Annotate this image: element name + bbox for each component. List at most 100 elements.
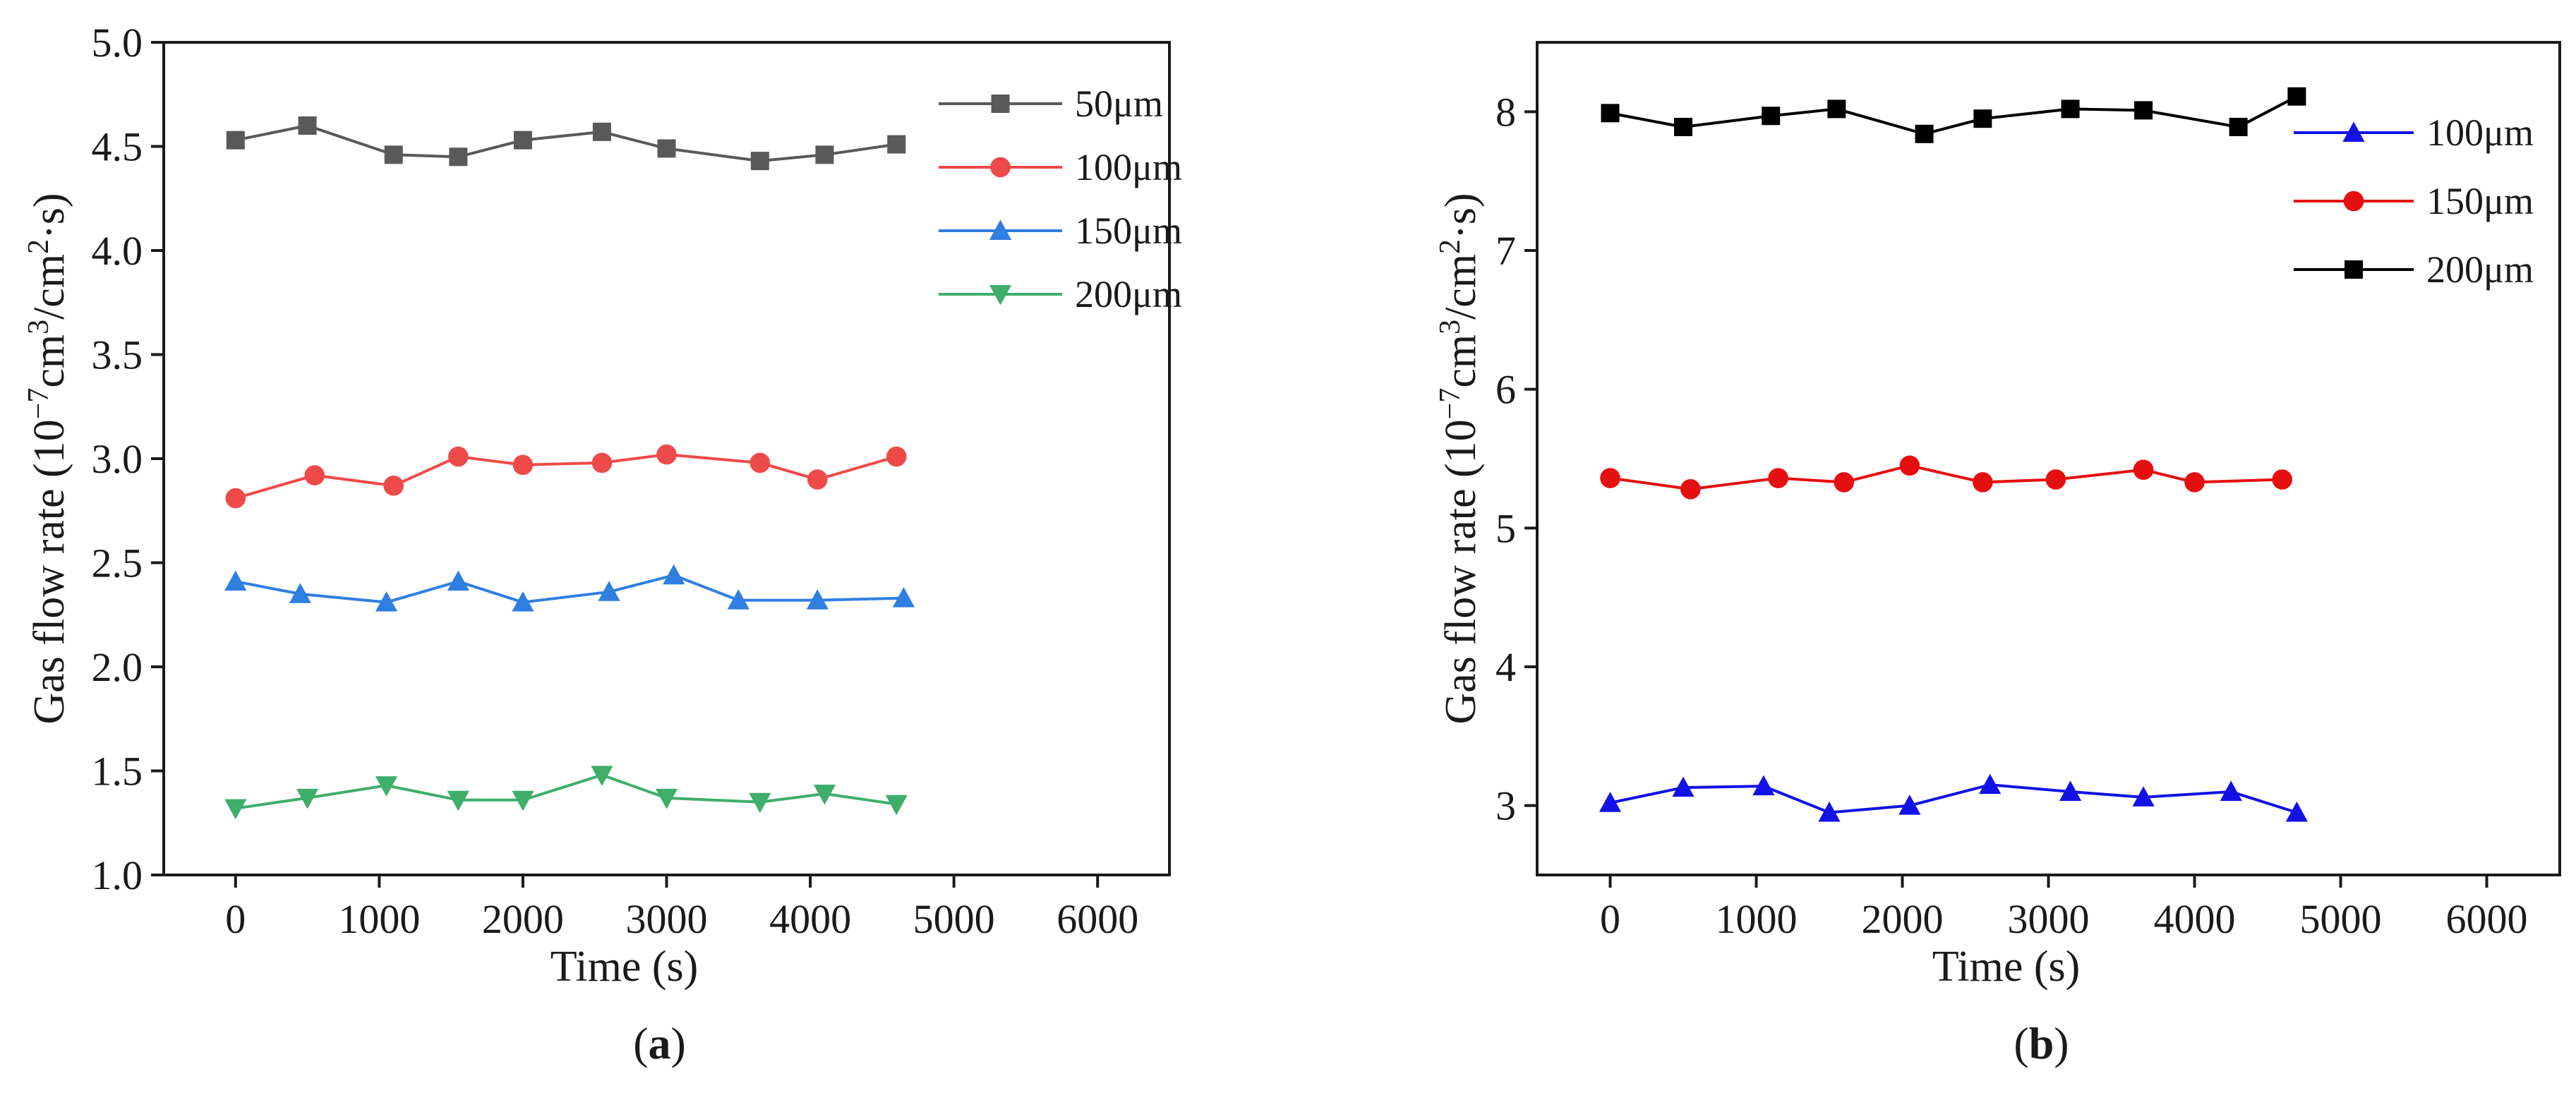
data-point: [512, 454, 534, 476]
data-point: [449, 147, 468, 167]
data-point: [1674, 117, 1692, 136]
legend-marker: [2342, 121, 2365, 142]
data-point: [1915, 124, 1934, 143]
data-point: [1600, 468, 1620, 488]
data-point: [2045, 469, 2066, 490]
data-point: [1898, 795, 1921, 815]
x-tick-label: 3000: [2008, 896, 2090, 942]
y-tick-label: 5.0: [92, 20, 143, 66]
data-point: [1834, 472, 1854, 493]
x-tick-label: 4000: [2154, 896, 2236, 942]
data-point: [2134, 101, 2153, 120]
panel-label: (a): [633, 1018, 686, 1068]
data-point: [2061, 99, 2080, 119]
chart-panel-a: 0 1000 2000 3000 4000 5000 6000 1.0 1.5 2.0 2.5 3.0…: [23, 20, 1182, 1068]
data-point: [447, 570, 469, 591]
data-point: [226, 131, 245, 150]
series-line: [1610, 783, 2298, 814]
data-point: [1818, 801, 1841, 822]
data-point: [375, 591, 398, 612]
legend-marker: [2345, 260, 2363, 279]
series-line: [235, 453, 897, 500]
y-tick-label: 7: [1495, 228, 1516, 274]
legend-marker: [991, 95, 1010, 113]
data-point: [2184, 472, 2205, 493]
x-tick-label: 4000: [769, 896, 851, 942]
data-point: [304, 465, 325, 485]
data-point: [1762, 107, 1781, 126]
y-tick-label: 3.5: [92, 332, 143, 378]
data-point: [2059, 780, 2082, 801]
x-tick-label: 1000: [338, 896, 420, 942]
series-line: [1610, 464, 2282, 491]
data-point: [2220, 780, 2242, 801]
data-point: [384, 145, 403, 164]
data-point: [1768, 468, 1788, 488]
legend-label: 200μm: [1075, 273, 1182, 315]
legend-label: 200μm: [2426, 248, 2534, 291]
y-tick-label: 6: [1495, 367, 1516, 413]
data-point: [448, 446, 469, 467]
data-point: [887, 135, 906, 154]
data-point: [512, 790, 534, 811]
data-point: [2285, 801, 2308, 822]
legend-label: 150μm: [2426, 180, 2534, 222]
y-tick-label: 2.5: [92, 541, 143, 586]
data-point: [298, 116, 317, 135]
data-point: [885, 795, 908, 816]
data-point: [656, 444, 677, 465]
data-point: [815, 145, 834, 164]
data-point: [892, 587, 915, 608]
data-point: [1973, 109, 1992, 128]
series-line: [235, 574, 904, 604]
data-point: [447, 790, 469, 811]
data-point: [591, 452, 613, 473]
legend-marker: [990, 157, 1011, 178]
plot-frame: [1536, 41, 2561, 876]
data-point: [289, 583, 311, 603]
data-point: [225, 488, 246, 509]
data-point: [663, 564, 685, 585]
series-line: [235, 773, 897, 810]
legend-label: 100μm: [1075, 146, 1182, 188]
x-tick-label: 3000: [626, 896, 708, 942]
data-point: [655, 788, 678, 809]
data-point: [375, 776, 398, 797]
x-tick-label: 0: [1600, 896, 1620, 942]
x-tick-label: 5000: [913, 896, 995, 942]
data-point: [1601, 104, 1620, 123]
legend-marker: [989, 285, 1012, 306]
y-tick-label: 5: [1495, 505, 1516, 551]
y-tick-label: 3: [1495, 783, 1516, 829]
series-line: [1610, 95, 2298, 135]
data-point: [2272, 469, 2292, 490]
x-axis-title: Time (s): [550, 943, 699, 991]
data-point: [727, 589, 750, 610]
y-tick-label: 4.0: [92, 228, 143, 274]
data-point: [750, 452, 771, 473]
data-point: [806, 589, 829, 610]
data-point: [1680, 478, 1701, 500]
legend-marker: [989, 219, 1012, 240]
legend-label: 50μm: [1075, 83, 1163, 125]
data-point: [2229, 117, 2248, 136]
data-point: [1979, 773, 2002, 795]
data-point: [657, 139, 676, 158]
data-point: [2132, 786, 2155, 807]
data-point: [383, 476, 404, 496]
x-tick-label: 2000: [1862, 896, 1944, 942]
legend-label: 100μm: [2426, 111, 2534, 154]
data-point: [591, 766, 613, 786]
y-tick-label: 1.0: [92, 852, 143, 898]
x-tick-label: 2000: [482, 896, 564, 942]
series-line: [235, 123, 897, 163]
y-tick-label: 3.0: [92, 436, 143, 482]
panel-label: (b): [2014, 1018, 2069, 1068]
data-point: [224, 799, 247, 820]
data-point: [1899, 455, 1920, 476]
data-point: [296, 788, 319, 809]
data-point: [1973, 472, 1993, 493]
y-axis-title: Gas flow rate (10−7cm3/cm2·s): [23, 193, 73, 725]
